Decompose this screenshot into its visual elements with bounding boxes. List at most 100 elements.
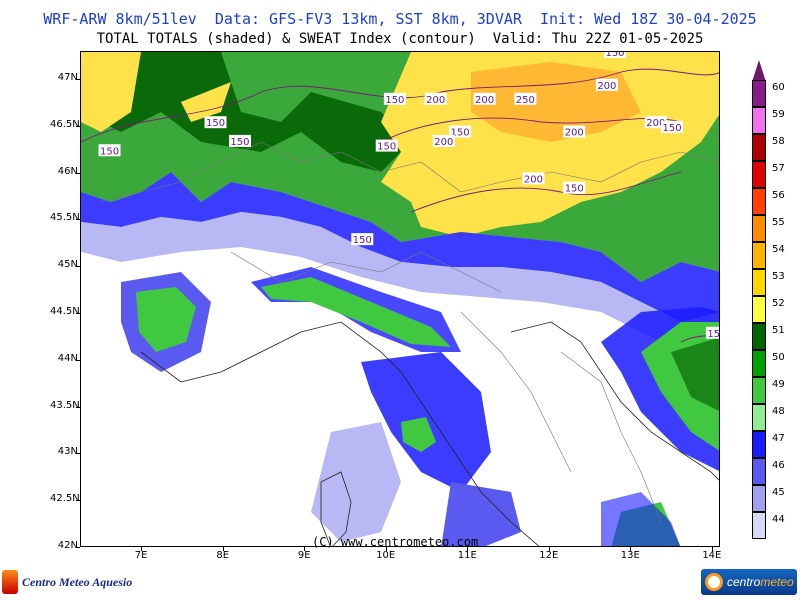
sweat-contour-label: 200 <box>595 78 618 92</box>
colorbar-swatch <box>752 431 766 458</box>
borders <box>100 141 719 523</box>
svg-text:150: 150 <box>230 137 249 148</box>
lat-tick <box>76 359 80 361</box>
svg-text:200: 200 <box>434 137 453 148</box>
lat-tick-label: 43.5N <box>50 399 80 411</box>
lon-tick <box>630 547 632 551</box>
shading-blue-south <box>441 482 521 546</box>
sweat-contour-label: 200 <box>522 172 545 185</box>
lat-tick <box>76 313 80 315</box>
colorbar-label: 52 <box>772 298 785 309</box>
weather-map: 150 150 150 150 200 200 250 200 150 150 150 200 200 2… <box>80 51 720 547</box>
colorbar-label: 49 <box>772 379 785 390</box>
svg-text:200: 200 <box>597 81 616 92</box>
lat-tick-label: 46N <box>57 165 78 177</box>
colorbar-label: 55 <box>772 217 785 228</box>
lon-tick-label: 12E <box>539 550 559 561</box>
svg-text:150: 150 <box>385 95 404 106</box>
shading-lavender-south <box>311 422 401 542</box>
svg-text:200: 200 <box>565 128 584 139</box>
colorbar-swatch <box>752 404 766 431</box>
sweat-contour-label: 150 <box>351 233 374 246</box>
header-line-1: WRF-ARW 8km/51lev Data: GFS-FV3 13km, SS… <box>43 10 757 28</box>
svg-text:150: 150 <box>100 146 119 157</box>
lon-tick-label: 13E <box>620 550 640 561</box>
lon-tick <box>304 547 306 551</box>
coastline-liguria <box>140 321 540 546</box>
lon-tick <box>141 547 143 551</box>
sweat-contour-label: 150 <box>383 92 406 106</box>
lat-tick <box>76 453 80 455</box>
svg-text:150: 150 <box>605 52 624 59</box>
colorbar-top-arrow <box>752 60 766 82</box>
border-regions-1 <box>230 251 502 293</box>
svg-text:150: 150 <box>206 118 225 129</box>
centrometeo-logo: centrometeo <box>701 569 797 595</box>
svg-text:150: 150 <box>377 142 396 153</box>
svg-text:200: 200 <box>475 95 494 106</box>
lat-tick <box>76 500 80 502</box>
svg-text:150: 150 <box>663 123 682 134</box>
colorbar-swatch <box>752 296 766 323</box>
lat-tick-label: 44.5N <box>50 306 80 318</box>
sweat-contour-label: 200 <box>432 134 455 148</box>
colorbar-swatch <box>752 458 766 485</box>
copyright-watermark: (C) www.centrometeo.com <box>312 535 479 549</box>
shading-green-west-core <box>136 287 196 352</box>
lon-tick-label: 10E <box>376 550 396 561</box>
colorbar-label: 53 <box>772 271 785 282</box>
lon-tick <box>711 547 713 551</box>
shading-green-liguria-core <box>261 277 451 347</box>
colorbar-swatch <box>752 134 766 161</box>
coastline-corsica <box>320 471 352 546</box>
lon-tick-label: 7E <box>134 550 148 561</box>
colorbar-label: 56 <box>772 190 785 201</box>
colorbar-swatch <box>752 161 766 188</box>
shading-yellow-west <box>81 52 141 132</box>
shading-lavender-band <box>81 212 719 342</box>
colorbar-label: 58 <box>772 136 785 147</box>
colorbar-label: 46 <box>772 460 785 471</box>
border-regions-3 <box>560 351 662 523</box>
header-line-2: TOTAL TOTALS (shaded) & SWEAT Index (con… <box>96 31 704 47</box>
colorbar-swatch <box>752 107 766 134</box>
lon-tick-label: 9E <box>297 550 311 561</box>
aquesio-badge-icon <box>2 570 18 594</box>
lat-tick-label: 45.5N <box>50 212 80 224</box>
lat-tick-label: 47N <box>57 72 78 84</box>
colorbar-label: 45 <box>772 487 785 498</box>
shading-darkgreen-adriatic <box>671 337 719 411</box>
sweat-contour-label: 150 <box>204 116 227 129</box>
lat-tick <box>76 266 80 268</box>
colorbar-label: 48 <box>772 406 785 417</box>
svg-text:200: 200 <box>646 118 665 129</box>
sweat-contour-label: 150 <box>705 326 719 340</box>
lon-tick <box>467 547 469 551</box>
svg-text:200: 200 <box>426 95 445 106</box>
colorbar-label: 47 <box>772 433 785 444</box>
lat-tick <box>76 125 80 127</box>
border-alps <box>100 141 719 203</box>
lat-tick <box>76 406 80 408</box>
sweat-contour-label: 150 <box>228 134 251 148</box>
sweat-contour-label: 200 <box>563 125 586 139</box>
lat-tick <box>76 219 80 221</box>
sweat-contour-label: 150 <box>98 144 121 157</box>
sweat-contour-label: 150 <box>375 139 398 153</box>
lat-tick-label: 43N <box>57 446 78 458</box>
colorbar-swatch <box>752 512 766 539</box>
shading-green-tyrrhenian <box>401 417 436 452</box>
lat-tick-label: 46.5N <box>50 118 80 130</box>
colorbar-swatch <box>752 80 766 107</box>
colorbar-label: 60 <box>772 82 785 93</box>
svg-text:150: 150 <box>353 235 372 246</box>
colorbar-swatch <box>752 215 766 242</box>
lon-tick <box>548 547 550 551</box>
colorbar-label: 50 <box>772 352 785 363</box>
centrometeo-logo-text: centrometeo <box>727 575 794 589</box>
lon-tick-label: 14E <box>702 550 722 561</box>
shading-blue-band <box>81 172 719 322</box>
coastline-adriatic <box>510 321 719 481</box>
colorbar-swatch <box>752 269 766 296</box>
